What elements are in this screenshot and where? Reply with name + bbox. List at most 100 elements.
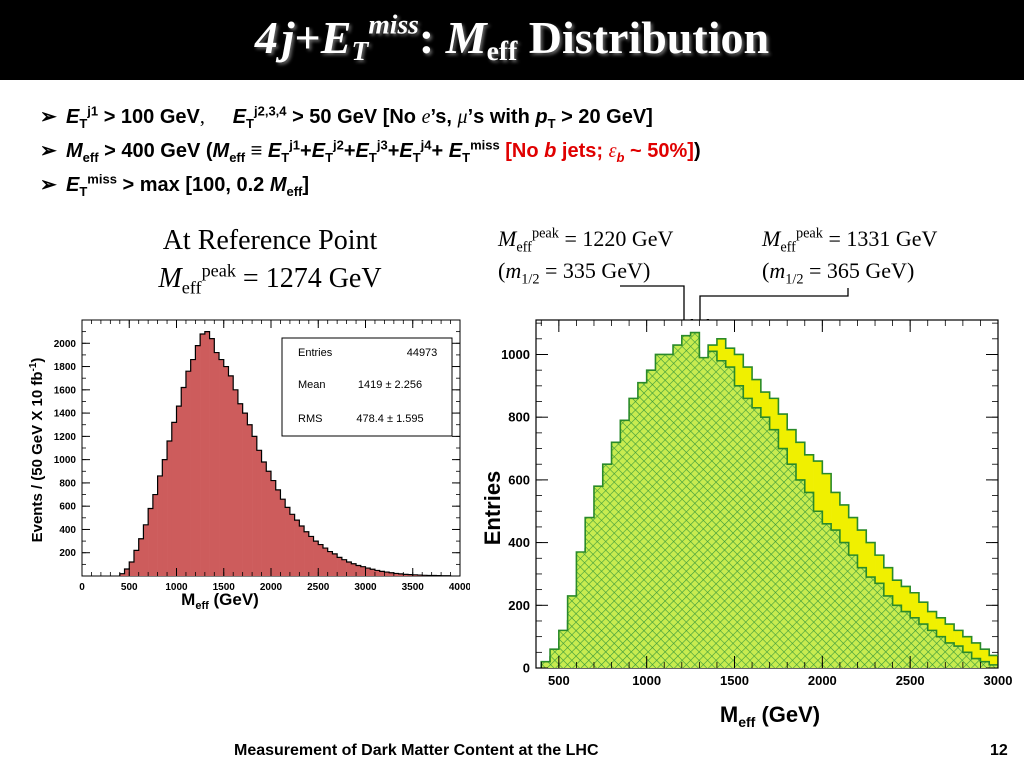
histogram-bin — [725, 367, 735, 668]
title-part: j — [281, 12, 295, 63]
symbol: ε — [608, 140, 617, 162]
histogram-bin — [918, 624, 929, 668]
histogram-bin — [214, 352, 220, 576]
x-axis-title-unit: (GeV) — [755, 702, 820, 727]
histogram-bin — [848, 555, 858, 668]
x-tick-label: 1500 — [720, 673, 749, 688]
x-tick-label: 1000 — [632, 673, 661, 688]
histogram-bin — [285, 507, 291, 576]
stats-entries-value: 44973 — [407, 347, 438, 359]
symbol: T — [281, 150, 290, 165]
peak-arrow-b — [700, 288, 849, 324]
cut-text: ~ 50%] — [624, 140, 694, 162]
symbol: eff — [229, 150, 246, 165]
x-axis-title-sub: eff — [738, 714, 755, 730]
histogram-bin — [804, 492, 814, 668]
symbol: b — [544, 140, 557, 162]
histogram-bin — [550, 649, 560, 668]
symbol: M — [269, 174, 287, 196]
stats-frame — [281, 337, 453, 437]
histogram-bin — [699, 357, 709, 668]
stats-box: Entries 44973 Mean 1419 ± 2.256 RMS 478.… — [281, 337, 453, 437]
histogram-bin — [910, 617, 920, 668]
histogram-bin — [294, 520, 300, 576]
symbol: M — [66, 140, 83, 162]
symbol: eff — [516, 239, 532, 256]
symbol: miss — [470, 137, 500, 153]
x-axis-title: Meff (GeV) — [181, 590, 259, 612]
title-part: 4 — [254, 12, 278, 63]
symbol: E — [399, 140, 413, 162]
histogram-outline — [540, 331, 998, 668]
histogram-bin — [351, 563, 357, 576]
caption-line: Meffpeak = 1220 GeV — [498, 223, 673, 255]
histogram-bin — [769, 429, 779, 668]
histogram-bin — [883, 595, 893, 668]
histogram-bin — [374, 570, 380, 576]
histogram-bin — [275, 489, 281, 576]
symbol: 1/2 — [785, 271, 804, 288]
histogram-bin — [945, 642, 955, 668]
symbol: j2,3,4 — [253, 103, 287, 119]
y-tick-label: 1600 — [54, 385, 77, 396]
slide-title: 4 j+ETmiss: Meff Distribution — [0, 6, 1024, 70]
y-tick-label: 1200 — [54, 432, 77, 443]
cut-text: > 100 GeV — [98, 106, 200, 128]
histogram-bin — [558, 630, 568, 668]
symbol: T — [547, 116, 556, 131]
histogram-bin — [408, 574, 414, 576]
histogram-bin — [629, 398, 639, 668]
symbol: E — [311, 140, 326, 162]
histogram-bin — [585, 517, 595, 668]
x-axis-title-unit: (GeV) — [209, 590, 259, 609]
y-tick-label: 1000 — [54, 455, 77, 466]
x-tick-label: 3000 — [984, 673, 1013, 688]
histogram-bin — [716, 360, 727, 668]
histogram-bin — [185, 371, 191, 576]
caption-line: (m1/2 = 335 GeV) — [498, 255, 673, 287]
histogram-bin — [171, 422, 177, 576]
y-tick-label: 1800 — [54, 362, 77, 373]
y-tick-label: 200 — [59, 548, 76, 559]
cut-list: ➢ ETj1 > 100 GeV, ETj2,3,4 > 50 GeV [No e… — [40, 100, 701, 202]
y-axis-title: Entries — [480, 471, 505, 546]
x-tick-label: 1500 — [213, 582, 236, 593]
y-tick-label: 1400 — [54, 409, 77, 420]
histogram-bin — [593, 486, 604, 668]
histogram-bin — [760, 417, 770, 668]
histogram-bin — [787, 464, 797, 668]
histogram-bin — [167, 441, 173, 576]
cut-text: + — [431, 140, 449, 162]
caption-value: = 1274 GeV — [235, 263, 382, 294]
bullet-arrow-icon: ➢ — [40, 140, 57, 162]
symbol: peak — [201, 260, 236, 281]
symbol: 1/2 — [521, 271, 540, 288]
x-tick-label: 3500 — [402, 582, 425, 593]
symbol: m — [505, 258, 522, 283]
histogram-bin — [752, 407, 762, 668]
x-tick-label: 2000 — [260, 582, 283, 593]
histogram-bin — [403, 574, 409, 576]
histogram-bin — [152, 494, 158, 576]
caption-value: = 1331 GeV — [822, 226, 938, 251]
histogram-bin — [611, 442, 621, 668]
histogram-bin — [223, 366, 229, 576]
page-number: 12 — [990, 742, 1008, 759]
histogram-bin — [989, 664, 998, 668]
histogram-bin — [360, 566, 366, 576]
symbol: T — [462, 150, 471, 165]
histogram-bin — [261, 461, 267, 576]
symbol: E — [66, 174, 80, 196]
histogram-bin — [971, 642, 981, 668]
cut-text: [No — [499, 140, 545, 162]
histogram-bin — [384, 572, 390, 576]
histogram-bin — [299, 525, 305, 576]
histogram-bin — [778, 448, 788, 668]
histogram-bin — [356, 565, 362, 576]
histogram-bin — [892, 605, 902, 668]
symbol: m — [769, 258, 786, 283]
cut-item: ➢ ETj1 > 100 GeV, ETj2,3,4 > 50 GeV [No e… — [40, 100, 701, 134]
histogram-bin — [341, 559, 347, 576]
bullet-arrow-icon: ➢ — [40, 174, 57, 196]
histogram-bin — [271, 480, 277, 576]
